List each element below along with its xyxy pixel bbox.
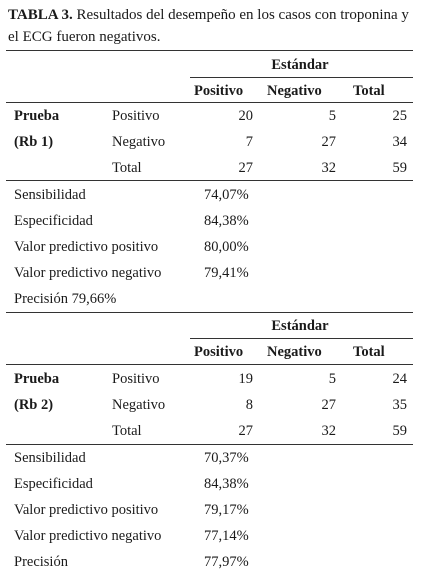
cell-value: 34 [392,134,408,150]
cell-value: 59 [392,423,408,439]
col-header-negativo: Negativo [267,83,322,99]
table-rule [190,77,413,78]
metric-label: Especificidad [14,213,93,229]
metric-label: Valor predictivo positivo [14,502,159,518]
caption-label: TABLA 3. [8,7,73,23]
row-label: Total [112,160,142,176]
cell-value: 24 [392,371,408,387]
cell-value: 27 [321,397,337,413]
metric-label: Valor predictivo positivo [14,239,159,255]
test-id: (Rb 1) [14,134,54,150]
cell-value: 27 [238,160,254,176]
metric-label: Sensibilidad [14,450,86,466]
col-header-total: Total [353,344,385,360]
col-header-positivo: Positivo [194,344,244,360]
table-rule [6,364,413,365]
metric-label: Valor predictivo negativo [14,265,162,281]
table-rule [6,180,413,181]
standard-header: Estándar [271,318,329,334]
metric-label: Especificidad [14,476,93,492]
test-label: Prueba [14,108,60,124]
col-header-total: Total [353,83,385,99]
table-rule [6,50,413,51]
test-label: Prueba [14,371,60,387]
cell-value: 27 [321,134,337,150]
cell-value: 32 [321,423,337,439]
metric-value: 79,41% [204,265,249,281]
row-label: Negativo [112,397,166,413]
col-header-positivo: Positivo [194,83,244,99]
cell-value: 35 [392,397,408,413]
cell-value: 19 [238,371,254,387]
row-label: Total [112,423,142,439]
metric-value: 79,17% [204,502,249,518]
cell-value: 5 [328,371,336,387]
test-id: (Rb 2) [14,397,54,413]
table-rule [190,338,413,339]
metric-value: 74,07% [204,187,249,203]
cell-value: 25 [392,108,408,124]
row-label: Positivo [112,371,160,387]
metric-label: Valor predictivo negativo [14,528,162,544]
table-rule [6,444,413,445]
cell-value: 7 [245,134,253,150]
metric-value: 84,38% [204,476,249,492]
metric-label: Sensibilidad [14,187,86,203]
cell-value: 32 [321,160,337,176]
metric-value: 70,37% [204,450,249,466]
metric-value: 80,00% [204,239,249,255]
metric-label: Precisión [14,554,68,570]
table-caption: TABLA 3. Resultados del desempeño en los… [8,4,416,48]
metric-value: 77,97% [204,554,249,570]
row-label: Positivo [112,108,160,124]
cell-value: 20 [238,108,254,124]
table-rule [6,312,413,313]
metric-value: 84,38% [204,213,249,229]
caption-text: Resultados del desempeño en los casos co… [8,7,409,45]
cell-value: 8 [245,397,253,413]
row-label: Negativo [112,134,166,150]
cell-value: 27 [238,423,254,439]
cell-value: 5 [328,108,336,124]
metric-value: 77,14% [204,528,249,544]
standard-header: Estándar [271,57,329,73]
cell-value: 59 [392,160,408,176]
col-header-negativo: Negativo [267,344,322,360]
table-rule [6,102,413,103]
precision-text: Precisión 79,66% [14,291,117,307]
